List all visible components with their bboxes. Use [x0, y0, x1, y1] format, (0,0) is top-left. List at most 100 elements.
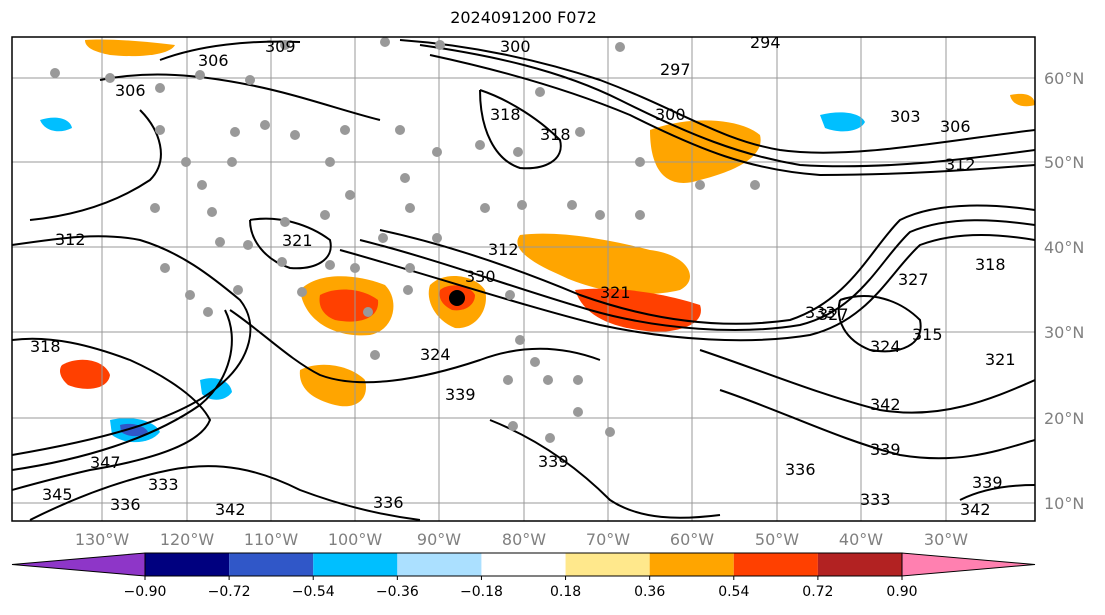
lon-tick-label: 120°W — [160, 530, 215, 549]
colorbar-segment — [229, 553, 314, 576]
contour-label: 336 — [373, 493, 404, 512]
colorbar-segment — [733, 553, 818, 576]
storm-center-marker — [449, 290, 465, 306]
contour-line — [699, 349, 1035, 414]
contour-label: 324 — [420, 345, 451, 364]
contour-label: 339 — [445, 385, 476, 404]
lat-tick-label: 50°N — [1044, 153, 1084, 172]
contour-line — [379, 204, 1035, 325]
positive-anomaly-area — [650, 120, 761, 183]
lat-tick-label: 60°N — [1044, 69, 1084, 88]
contour-line — [489, 419, 721, 519]
colorbar-tick-label: 0.54 — [718, 584, 749, 600]
map-title: 2024091200 F072 — [450, 8, 597, 27]
colorbar-tick-label: 0.90 — [886, 584, 917, 600]
colorbar-extend-high — [901, 552, 1036, 577]
contour-label: 312 — [55, 230, 86, 249]
colorbar-tick-label: 0.36 — [634, 584, 665, 600]
contour-line — [249, 217, 332, 270]
positive-anomaly-area — [517, 233, 690, 295]
colorbar-tick-label: −0.36 — [376, 584, 419, 600]
contour-label: 309 — [265, 37, 296, 56]
colorbar-tick-label: −0.90 — [124, 584, 167, 600]
contour-line — [959, 484, 1035, 501]
negative-anomaly-area-strong — [120, 423, 148, 437]
contour-label: 327 — [818, 305, 849, 324]
contour-label: 294 — [750, 33, 781, 52]
lon-tick-label: 90°W — [417, 530, 461, 549]
colorbar-tick-label: −0.18 — [460, 584, 503, 600]
contour-label: 318 — [975, 255, 1006, 274]
contour-line — [429, 54, 1035, 177]
contour-line — [12, 309, 233, 471]
contour-label: 315 — [912, 325, 943, 344]
contour-label: 300 — [655, 105, 686, 124]
contour-label: 339 — [538, 452, 569, 471]
station-dots — [50, 37, 760, 443]
contour-label: 342 — [215, 500, 246, 519]
lon-tick-label: 50°W — [755, 530, 799, 549]
lat-tick-label: 40°N — [1044, 238, 1084, 257]
negative-anomaly-area — [40, 117, 72, 132]
colorbar: −0.90 −0.72 −0.54 −0.36 −0.18 0.18 0.36 0.54 0.7… — [11, 552, 1036, 600]
colorbar-extend-low — [11, 552, 146, 577]
contour-label: 336 — [110, 495, 141, 514]
contour-label: 333 — [148, 475, 179, 494]
contour-line — [12, 337, 212, 491]
strong-positive-anomaly-area — [60, 359, 110, 389]
lon-tick-label: 110°W — [244, 530, 299, 549]
contour-label: 321 — [600, 283, 631, 302]
contour-label: 306 — [198, 51, 229, 70]
contour-label: 321 — [282, 231, 313, 250]
contour-label: 297 — [660, 60, 691, 79]
colorbar-tick-label: −0.54 — [292, 584, 335, 600]
contour-line — [419, 44, 1035, 168]
positive-anomaly-area — [299, 364, 366, 407]
positive-anomaly-area — [85, 39, 175, 57]
contour-label: 347 — [90, 453, 121, 472]
longitude-axis: 130°W 120°W 110°W 100°W 90°W 80°W 70°W 6… — [75, 530, 968, 549]
contour-line — [837, 295, 922, 353]
contour-label: 330 — [465, 267, 496, 286]
lon-tick-label: 130°W — [75, 530, 130, 549]
colorbar-tick-label: 0.72 — [802, 584, 833, 600]
colorbar-tick-label: 0.18 — [550, 584, 581, 600]
contour-line — [479, 89, 562, 170]
contour-label: 333 — [860, 490, 891, 509]
colorbar-segment — [817, 553, 902, 576]
colorbar-segment — [481, 553, 566, 576]
contour-label: 333 — [805, 303, 836, 322]
latitude-axis: 60°N 50°N 40°N 30°N 20°N 10°N — [1044, 69, 1084, 513]
contour-label: 318 — [490, 105, 521, 124]
contour-label: 339 — [870, 440, 901, 459]
contour-label: 306 — [940, 117, 971, 136]
contour-line — [339, 234, 1035, 342]
contour-label: 312 — [488, 240, 519, 259]
contour-line — [719, 389, 1035, 460]
contour-label: 300 — [500, 37, 531, 56]
colorbar-tick-label: −0.72 — [208, 584, 251, 600]
contour-line — [399, 39, 1035, 154]
shaded-anomaly-regions — [40, 39, 1035, 443]
contour-label: 321 — [985, 350, 1016, 369]
strong-positive-anomaly-area — [575, 288, 701, 332]
contour-label: 318 — [30, 337, 61, 356]
contour-line — [359, 219, 1035, 331]
graticule — [12, 37, 1035, 521]
map-frame — [11, 36, 1036, 522]
colorbar-segment — [397, 553, 482, 576]
negative-anomaly-area — [820, 112, 865, 132]
colorbar-segment — [313, 553, 398, 576]
lat-tick-label: 10°N — [1044, 494, 1084, 513]
contour-label: 306 — [115, 81, 146, 100]
contour-label: 327 — [898, 270, 929, 289]
lon-tick-label: 30°W — [924, 530, 968, 549]
contour-label: 336 — [785, 460, 816, 479]
lon-tick-label: 60°W — [670, 530, 714, 549]
lon-tick-label: 70°W — [586, 530, 630, 549]
positive-anomaly-area — [1010, 93, 1035, 107]
contour-labels: 309 306 306 297 300 303 306 312 318 312 … — [30, 33, 1016, 519]
contour-line — [29, 465, 421, 521]
lat-tick-label: 20°N — [1044, 409, 1084, 428]
